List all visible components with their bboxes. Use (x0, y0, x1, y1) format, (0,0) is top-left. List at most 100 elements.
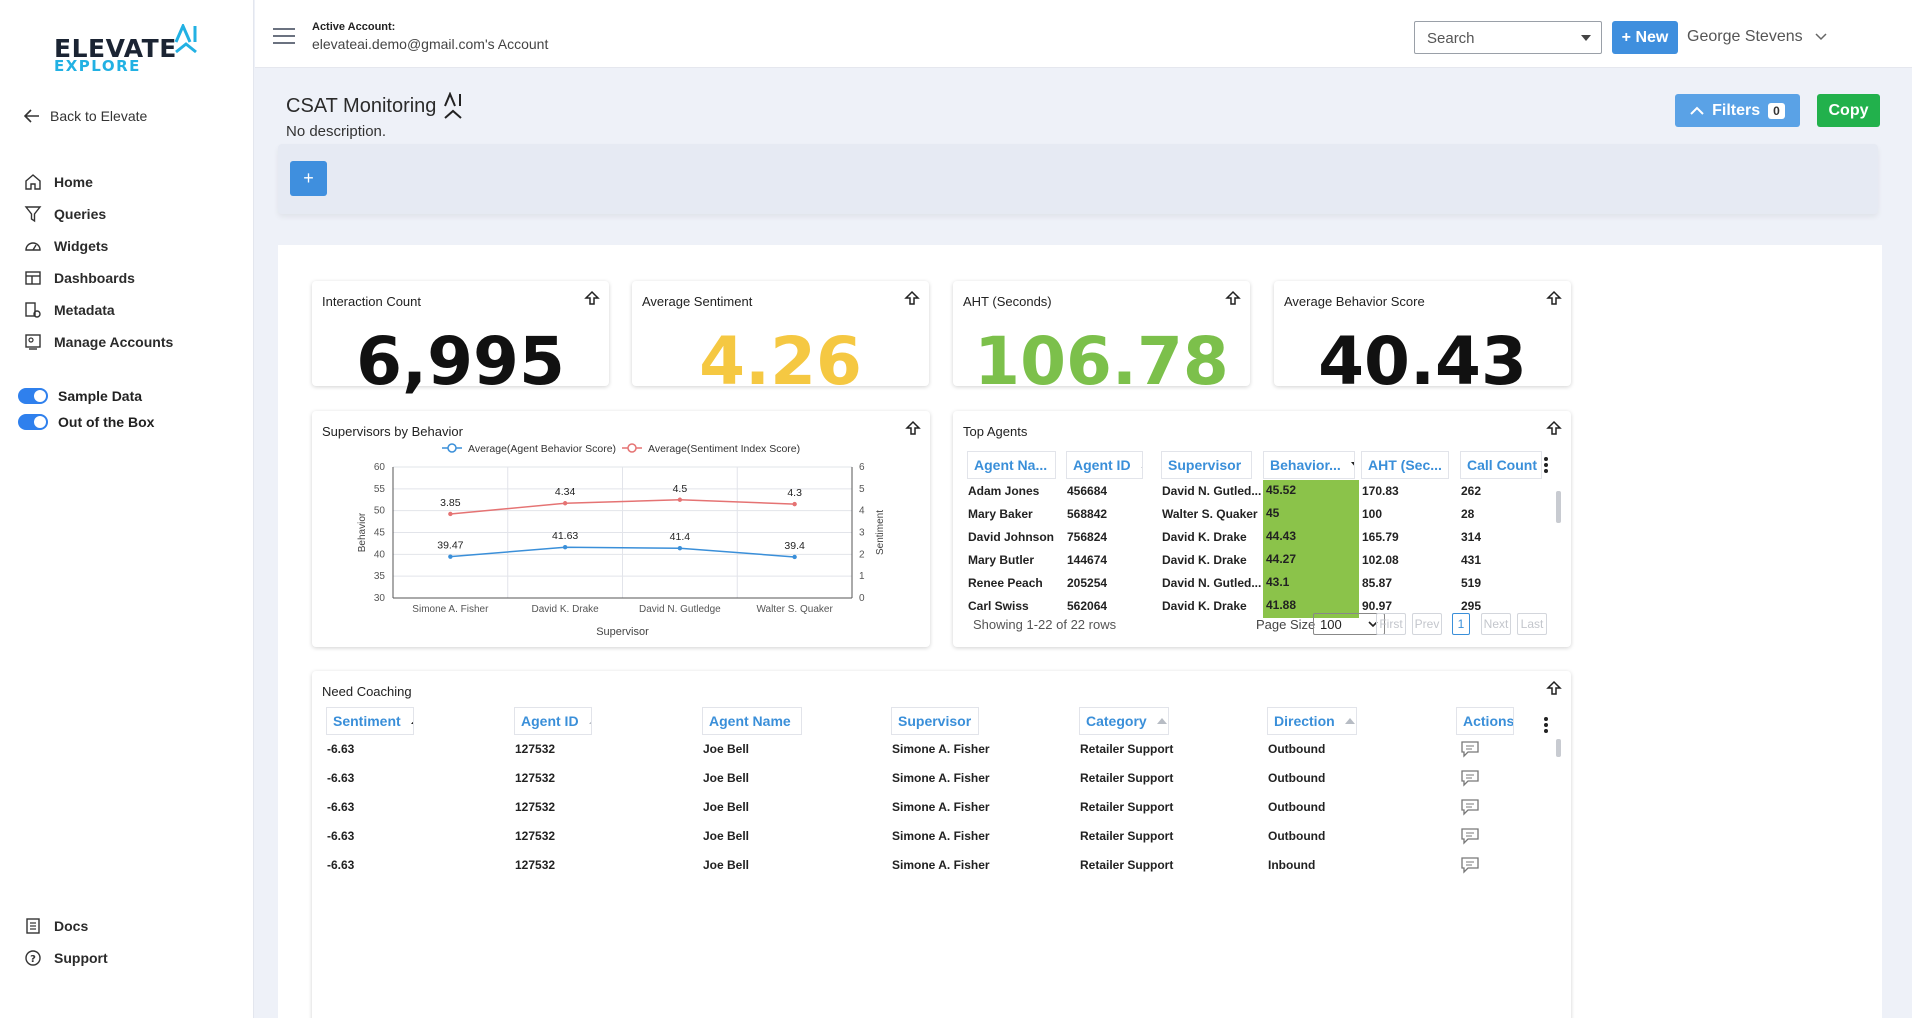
column-header[interactable]: Sentiment (326, 707, 414, 735)
table-cell: Joe Bell (703, 771, 750, 785)
sidebar-item-widgets[interactable]: Widgets (24, 230, 173, 262)
help-icon: ? (25, 950, 41, 966)
download-icon[interactable] (903, 290, 921, 308)
column-header[interactable]: Direction (1267, 707, 1357, 735)
table-cell: Retailer Support (1080, 858, 1174, 872)
logo-sub: EXPLORE (54, 57, 141, 75)
table-cell: 314 (1461, 530, 1482, 544)
chevron-up-icon (1690, 106, 1704, 115)
table-cell: Joe Bell (703, 742, 750, 756)
column-header[interactable]: Agent Name (702, 707, 802, 735)
table-cell: 170.83 (1362, 484, 1399, 498)
comment-icon[interactable] (1460, 856, 1480, 874)
download-icon[interactable] (583, 290, 601, 308)
column-header[interactable]: Agent ID (1066, 451, 1143, 479)
table-cell: Adam Jones (968, 484, 1040, 498)
filters-button[interactable]: Filters 0 (1675, 94, 1800, 127)
pager-last[interactable]: Last (1517, 613, 1547, 635)
data-label: 4.3 (787, 487, 802, 499)
sidebar-item-label: Support (54, 950, 108, 966)
table-title: Top Agents (963, 424, 1028, 439)
download-icon[interactable] (1545, 680, 1563, 698)
download-icon[interactable] (1224, 290, 1242, 308)
new-button[interactable]: + New (1612, 21, 1678, 54)
user-menu[interactable]: George Stevens (1687, 28, 1827, 46)
dashboard-icon (25, 271, 41, 285)
table-cell: Simone A. Fisher (892, 858, 990, 872)
table-cell: Renee Peach (968, 576, 1043, 590)
data-point (562, 545, 568, 550)
column-header[interactable]: Actions (1456, 707, 1514, 735)
table-cell: Mary Baker (968, 507, 1033, 521)
table-scrollbar[interactable] (1556, 739, 1561, 757)
supervisors-by-behavior-card: Supervisors by Behavior 60 6 55 5 50 4 45 3 40 2 3… (312, 411, 930, 647)
sidebar-item-docs[interactable]: Docs (24, 910, 108, 942)
column-header[interactable]: Supervisor (1161, 451, 1252, 479)
search-select[interactable]: Search (1414, 21, 1602, 54)
sidebar: ELEVATE EXPLORE Back to Elevate Home Que… (0, 0, 254, 1018)
y-tick-label: 45 (374, 528, 386, 539)
sort-icon (1251, 462, 1252, 468)
comment-icon[interactable] (1460, 798, 1480, 816)
sidebar-item-home[interactable]: Home (24, 166, 173, 198)
toggle-label: Sample Data (58, 388, 143, 404)
download-icon[interactable] (1545, 420, 1563, 438)
pager-next[interactable]: Next (1481, 613, 1511, 635)
column-menu-icon[interactable] (1544, 457, 1548, 473)
pager-prev[interactable]: Prev (1412, 613, 1442, 635)
column-header-label: Agent Name (709, 713, 791, 729)
table-cell: 295 (1461, 599, 1482, 613)
sidebar-bottom-nav: Docs ? Support (24, 910, 108, 974)
sidebar-item-manage-accounts[interactable]: Manage Accounts (24, 326, 173, 358)
comment-icon[interactable] (1460, 827, 1480, 845)
column-menu-icon[interactable] (1544, 717, 1548, 733)
dashboard-panel: Interaction Count 6,995 Average Sentimen… (278, 245, 1882, 1018)
sidebar-item-support[interactable]: ? Support (24, 942, 108, 974)
y-tick-label: 60 (374, 462, 386, 473)
add-filter-button[interactable]: + (290, 161, 327, 196)
column-header[interactable]: Category (1079, 707, 1169, 735)
table-cell: Retailer Support (1080, 771, 1174, 785)
sidebar-item-label: Manage Accounts (54, 334, 174, 350)
sample-data-toggle[interactable] (18, 388, 48, 404)
metadata-icon (25, 302, 41, 318)
filter-bar (278, 144, 1878, 214)
column-header-label: Agent ID (521, 713, 579, 729)
menu-icon[interactable] (273, 28, 295, 44)
kpi-title: AHT (Seconds) (963, 294, 1052, 309)
back-to-elevate-link[interactable]: Back to Elevate (24, 108, 147, 124)
page-size-select[interactable]: 100 (1313, 613, 1385, 635)
comment-icon[interactable] (1460, 740, 1480, 758)
y2-tick-label: 5 (859, 484, 865, 495)
column-header[interactable]: AHT (Sec... (1361, 451, 1449, 479)
sidebar-item-dashboards[interactable]: Dashboards (24, 262, 173, 294)
sort-icon (800, 718, 801, 724)
column-header-label: Supervisor (1168, 457, 1242, 473)
gauge-icon (25, 242, 41, 251)
column-header[interactable]: Supervisor (891, 707, 979, 735)
sidebar-item-metadata[interactable]: Metadata (24, 294, 173, 326)
table-cell: 127532 (515, 742, 556, 756)
copy-button[interactable]: Copy (1817, 94, 1880, 127)
table-cell: 100 (1362, 507, 1383, 521)
table-cell: Simone A. Fisher (892, 771, 990, 785)
elevate-logo[interactable]: ELEVATE EXPLORE (54, 22, 204, 75)
table-scrollbar[interactable] (1556, 491, 1561, 523)
page-size-label: Page Size (1256, 617, 1316, 632)
out-of-the-box-toggle[interactable] (18, 414, 48, 430)
column-header[interactable]: Agent Na... (967, 451, 1056, 479)
column-header-label: Sentiment (333, 713, 401, 729)
column-header[interactable]: Behavior... (1263, 451, 1355, 479)
table-cell: 127532 (515, 771, 556, 785)
comment-icon[interactable] (1460, 769, 1480, 787)
table-cell: Mary Butler (968, 553, 1035, 567)
table-cell: 41.88 (1263, 595, 1359, 618)
column-header[interactable]: Call Count (1460, 451, 1542, 479)
table-cell: -6.63 (327, 800, 355, 814)
download-icon[interactable] (904, 420, 922, 438)
column-header[interactable]: Agent ID (514, 707, 592, 735)
pager-page-1[interactable]: 1 (1452, 613, 1470, 635)
download-icon[interactable] (1545, 290, 1563, 308)
sidebar-item-queries[interactable]: Queries (24, 198, 173, 230)
pager-first[interactable]: First (1376, 613, 1406, 635)
